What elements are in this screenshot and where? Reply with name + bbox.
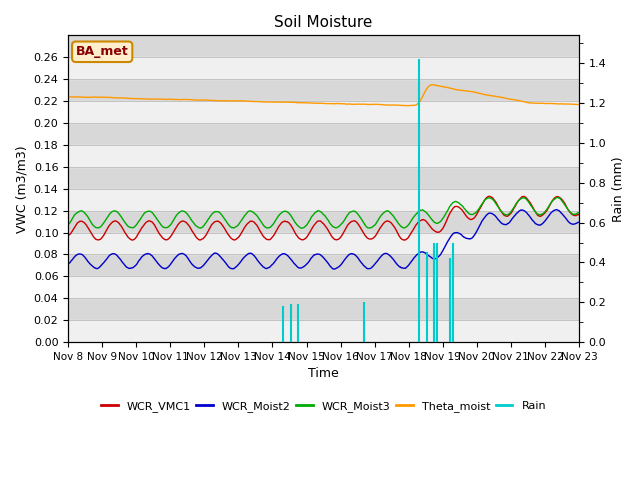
Bar	[68, 189, 579, 211]
Bar	[68, 101, 579, 123]
Y-axis label: VWC (m3/m3): VWC (m3/m3)	[15, 145, 28, 232]
Bar	[68, 320, 579, 342]
X-axis label: Time: Time	[308, 367, 339, 380]
Legend: WCR_VMC1, WCR_Moist2, WCR_Moist3, Theta_moist, Rain: WCR_VMC1, WCR_Moist2, WCR_Moist3, Theta_…	[97, 397, 550, 417]
Text: BA_met: BA_met	[76, 45, 129, 58]
Y-axis label: Rain (mm): Rain (mm)	[612, 156, 625, 222]
Bar	[68, 232, 579, 254]
Bar	[68, 145, 579, 167]
Bar	[68, 57, 579, 79]
Bar	[68, 276, 579, 298]
Title: Soil Moisture: Soil Moisture	[275, 15, 372, 30]
